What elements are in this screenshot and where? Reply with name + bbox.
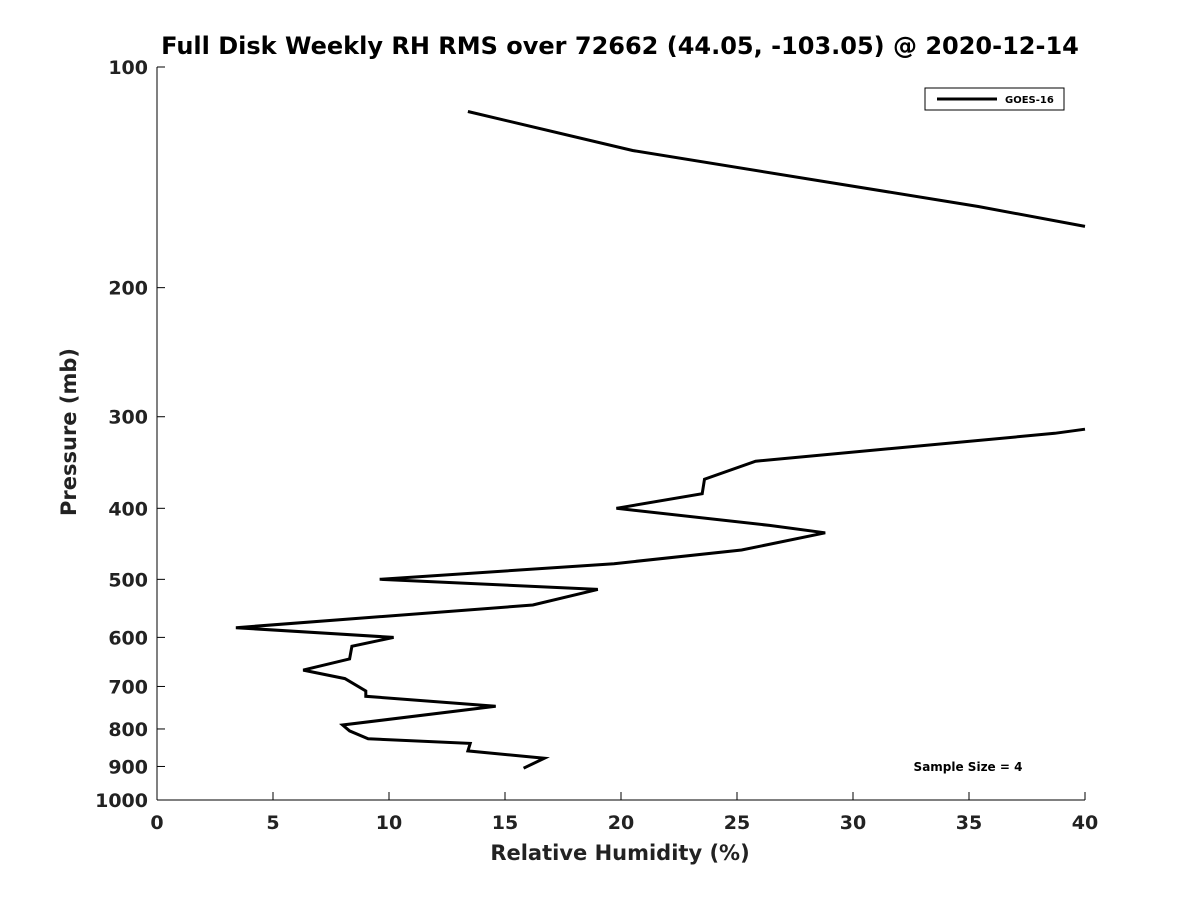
y-tick-label: 200 <box>108 278 148 300</box>
sample-size-annotation: Sample Size = 4 <box>914 760 1023 774</box>
x-tick-label: 10 <box>376 812 402 834</box>
x-tick-label: 5 <box>266 812 279 834</box>
plot-lines <box>235 110 1086 770</box>
y-tick-label: 500 <box>108 569 148 591</box>
series-line-goes-16-segment-2 <box>235 427 1086 770</box>
y-axis-label: Pressure (mb) <box>57 348 81 516</box>
y-tick-label: 100 <box>108 57 148 79</box>
x-tick-label: 25 <box>724 812 750 834</box>
legend-label-goes-16: GOES-16 <box>1005 95 1054 106</box>
legend: GOES-16 <box>924 87 1065 111</box>
series-line-goes-16-segment-1 <box>467 110 1086 228</box>
y-tick-label: 300 <box>108 407 148 429</box>
x-axis-ticks: 0 5 10 15 20 25 30 35 40 <box>150 792 1098 834</box>
y-tick-label: 800 <box>108 719 148 741</box>
x-axis-label: Relative Humidity (%) <box>490 841 749 865</box>
y-tick-label: 700 <box>108 676 148 698</box>
chart-title: Full Disk Weekly RH RMS over 72662 (44.0… <box>161 32 1079 60</box>
x-tick-label: 40 <box>1072 812 1098 834</box>
x-tick-label: 15 <box>492 812 518 834</box>
axes <box>156 67 1085 801</box>
y-tick-label: 400 <box>108 498 148 520</box>
x-tick-label: 0 <box>150 812 163 834</box>
y-tick-label: 900 <box>108 756 148 778</box>
y-tick-label: 1000 <box>95 790 148 812</box>
x-tick-label: 30 <box>840 812 866 834</box>
x-tick-label: 35 <box>956 812 982 834</box>
y-axis-ticks: 100 200 300 400 500 600 700 800 900 1000 <box>95 57 165 812</box>
x-tick-label: 20 <box>608 812 634 834</box>
y-tick-label: 600 <box>108 627 148 649</box>
